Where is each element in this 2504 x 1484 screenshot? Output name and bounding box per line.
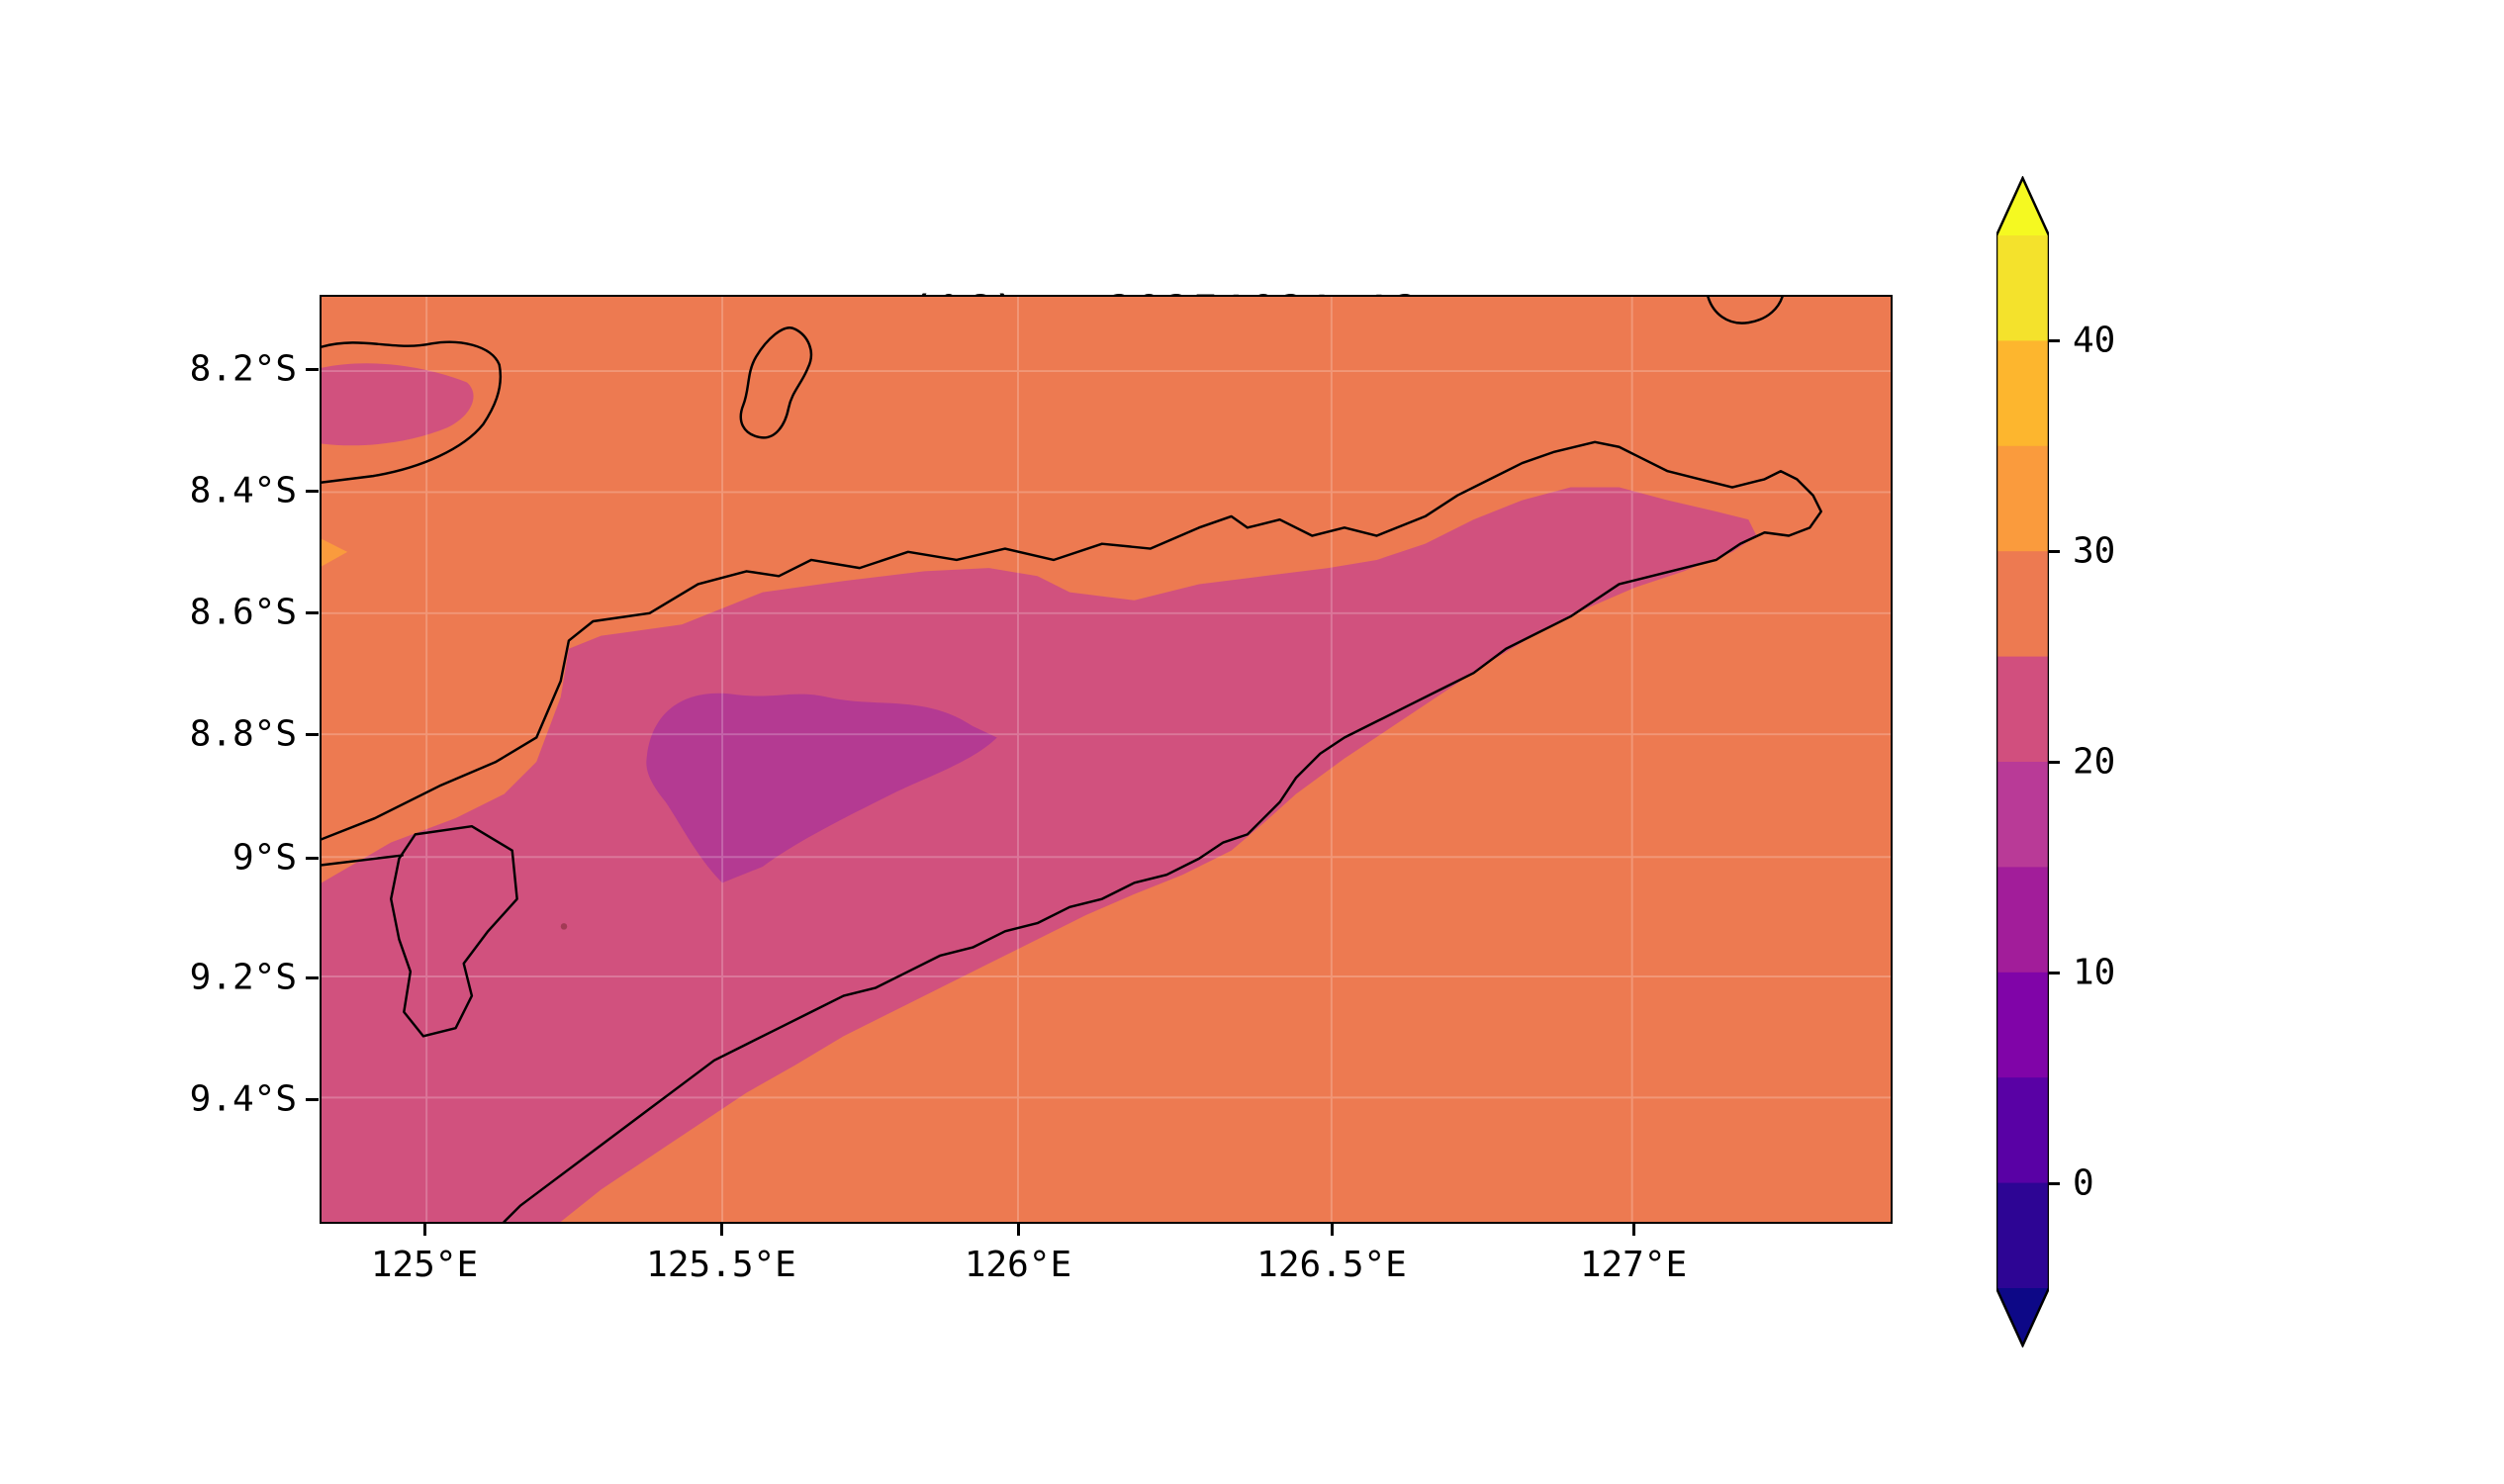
gridlines [322,297,1891,1222]
tick-mark [1017,1223,1020,1236]
tick-mark [2048,1182,2060,1185]
tick-mark [2048,761,2060,764]
contour-band-20-25-main [322,487,1757,1222]
temperature-map [322,297,1891,1222]
contour-band-15-20-highlands [646,693,997,883]
colorbar-outline [1996,176,2049,1347]
colorbar-band-10-15 [1996,867,2049,974]
coastline-alor [322,340,502,484]
colorbar-band-15-20 [1996,762,2049,868]
map-plot-area [320,295,1893,1224]
contour-band-30-35-west-edge [322,538,348,567]
tick-mark [1331,1223,1334,1236]
y-tick-label: 8.2°S [189,348,297,390]
colorbar-band-40-45 [1996,235,2049,341]
tick-mark [306,733,319,736]
colorbar-extend-over-arrow [1996,178,2049,235]
colorbar-tick-label: 20 [2073,741,2116,783]
colorbar-band-neg5-0 [1996,1182,2049,1288]
x-tick-label: 126.5°E [1256,1245,1407,1285]
tick-mark [306,976,319,979]
tick-mark [720,1223,723,1236]
colorbar-band-0-5 [1996,1077,2049,1184]
colorbar-svg [1996,176,2049,1347]
tick-mark [306,611,319,614]
colorbar-band-30-35 [1996,445,2049,552]
y-tick-label: 8.4°S [189,470,297,511]
tick-mark [306,490,319,493]
coastline-atauro [739,326,813,439]
tick-mark [306,857,319,860]
tick-mark [2048,972,2060,974]
colorbar-tick-label: 30 [2073,530,2116,572]
coastline-wetar [1707,297,1784,325]
coastline-west-edge-connector [322,854,404,867]
x-tick-label: 126°E [964,1245,1072,1285]
colorbar-band-25-30 [1996,551,2049,658]
coastlines [322,297,1822,1222]
colorbar-extend-under-arrow [1996,1288,2049,1345]
y-tick-label: 8.6°S [189,592,297,633]
tick-mark [306,1098,319,1101]
contour-band-20-25-alor [322,363,474,446]
colorbar-band-5-10 [1996,972,2049,1078]
y-tick-label: 9°S [232,837,297,879]
tick-mark [2048,550,2060,553]
y-tick-label: 9.2°S [189,957,297,998]
y-tick-label: 8.8°S [189,713,297,755]
y-tick-label: 9.4°S [189,1078,297,1120]
minor-contour-dot [560,923,568,930]
colorbar [1996,176,2049,1347]
x-tick-label: 125°E [370,1245,479,1285]
coastline-southwest-inlet [390,824,518,1038]
tick-mark [2048,339,2060,342]
colorbar-band-35-40 [1996,340,2049,447]
tick-mark [306,368,319,371]
colorbar-tick-label: 40 [2073,320,2116,361]
colorbar-band-20-25 [1996,656,2049,763]
tick-mark [423,1223,426,1236]
colorbar-tick-label: 10 [2073,952,2116,993]
colorbar-tick-label: 0 [2073,1162,2094,1204]
x-tick-label: 125.5°E [646,1245,796,1285]
coastline-timor [322,440,1822,1222]
x-tick-label: 127°E [1579,1245,1688,1285]
tick-mark [1632,1223,1635,1236]
